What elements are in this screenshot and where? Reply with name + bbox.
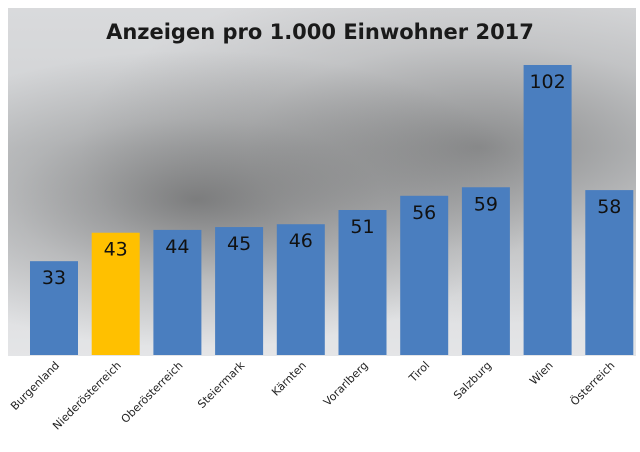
data-label: 51 (350, 216, 374, 238)
bar (91, 232, 140, 355)
category-label: Salzburg (451, 359, 494, 402)
category-label: Österreich (568, 359, 617, 408)
bar (585, 190, 634, 355)
chart-title: Anzeigen pro 1.000 Einwohner 2017 (106, 20, 534, 44)
bar (30, 261, 78, 355)
data-label: 58 (597, 196, 621, 218)
category-label: Niederösterreich (50, 359, 124, 433)
bar (400, 195, 449, 355)
category-label: Kärnten (269, 359, 309, 399)
data-label: 43 (104, 239, 128, 261)
category-label: Steiermark (195, 358, 247, 410)
data-label: 45 (227, 233, 251, 255)
category-label: Tirol (406, 359, 433, 386)
category-label: Oberösterreich (119, 359, 186, 426)
bar (523, 65, 572, 355)
bar (153, 229, 202, 355)
category-label: Vorarlberg (321, 359, 371, 409)
bar (461, 187, 510, 355)
category-label: Wien (527, 359, 556, 388)
bar (338, 210, 387, 355)
bar (276, 224, 325, 355)
data-label: 33 (42, 267, 66, 289)
data-label: 102 (529, 71, 565, 93)
data-label: 56 (412, 202, 436, 224)
data-label: 59 (474, 193, 498, 215)
data-label: 44 (165, 236, 189, 258)
bar (215, 227, 264, 355)
category-label: Burgenland (8, 359, 62, 413)
data-label: 46 (289, 230, 313, 252)
